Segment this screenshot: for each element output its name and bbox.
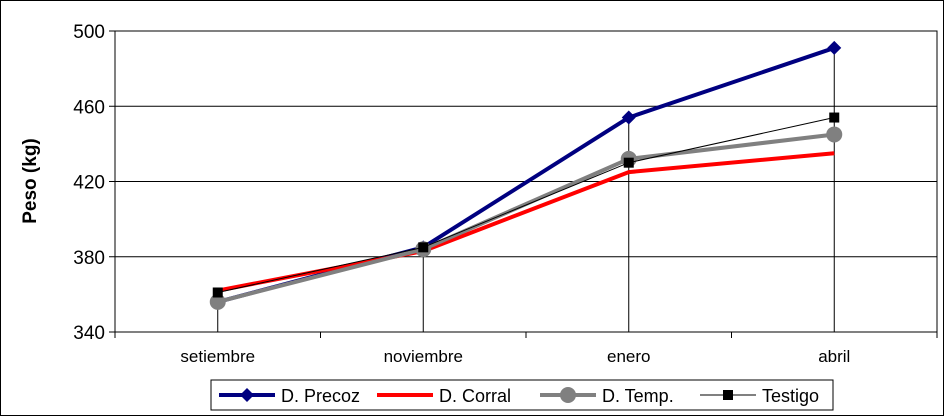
series-testigo bbox=[212, 112, 840, 298]
data-point bbox=[827, 40, 842, 55]
data-point bbox=[418, 242, 429, 253]
axes: 340 380 420 460 500 setiembre noviembre enero ab… bbox=[73, 22, 938, 366]
legend-marker bbox=[560, 387, 576, 403]
legend-label: D. Corral bbox=[439, 386, 511, 406]
legend: D. Precoz D. Corral D. Temp. Testigo bbox=[210, 379, 834, 411]
series-line bbox=[217, 151, 835, 293]
legend-label: Testigo bbox=[762, 386, 819, 406]
legend-label: D. Precoz bbox=[281, 386, 360, 406]
y-axis-label: Peso (kg) bbox=[20, 138, 41, 224]
series-line bbox=[217, 132, 835, 304]
data-point bbox=[829, 112, 840, 123]
y-tick-label: 380 bbox=[73, 248, 105, 269]
legend-marker bbox=[240, 388, 254, 402]
series-group bbox=[209, 40, 843, 310]
series-line bbox=[217, 117, 835, 293]
y-tick-label: 460 bbox=[73, 97, 105, 118]
y-tick-label: 500 bbox=[73, 22, 105, 43]
x-tick-label: abril bbox=[818, 347, 850, 366]
legend-item: D. Precoz bbox=[219, 386, 360, 406]
legend-item: D. Corral bbox=[377, 386, 511, 406]
x-tick-label: enero bbox=[607, 347, 650, 366]
legend-marker bbox=[723, 390, 733, 400]
legend-item: Testigo bbox=[700, 386, 819, 406]
x-tick-label: setiembre bbox=[180, 347, 255, 366]
data-point bbox=[209, 293, 226, 310]
data-point bbox=[212, 287, 223, 298]
y-tick-label: 420 bbox=[73, 173, 105, 194]
series-d-corral bbox=[217, 151, 835, 293]
data-point bbox=[621, 110, 636, 125]
data-point bbox=[623, 157, 634, 168]
legend-label: D. Temp. bbox=[602, 386, 674, 406]
y-tick-label: 340 bbox=[73, 323, 105, 344]
data-point bbox=[826, 126, 843, 143]
x-tick-label: noviembre bbox=[384, 347, 463, 366]
legend-item: D. Temp. bbox=[540, 386, 674, 406]
